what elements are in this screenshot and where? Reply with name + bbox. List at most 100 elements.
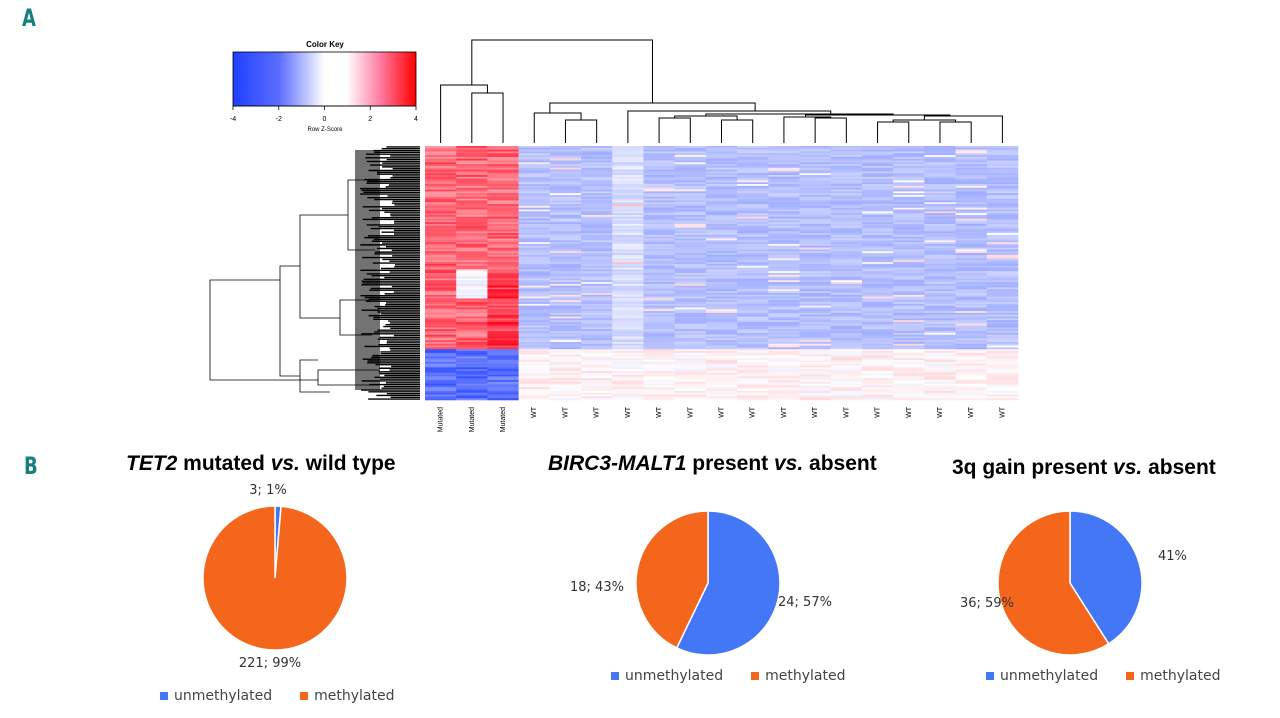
heatmap-cell [643,256,675,259]
heatmap-cell [674,273,707,276]
heatmap-cell [643,194,675,198]
heatmap-cell [581,245,613,248]
heatmap-cell [705,224,738,227]
heatmap-cell [674,225,707,228]
heatmap-cell [674,162,707,165]
heatmap-cell [768,262,800,265]
heatmap-cell [955,276,988,279]
heatmap-cell [456,151,488,154]
heatmap-cell [612,294,644,297]
heatmap-cell [830,196,863,199]
heatmap-cell [986,229,1019,232]
heatmap-cell [518,214,551,218]
heatmap-cell [612,162,644,165]
heatmap-cell [518,323,551,326]
heatmap-cell [924,383,956,386]
heatmap-cell [768,340,800,343]
heatmap-cell [955,316,988,319]
heatmap-cell [612,361,644,365]
heatmap-cell [955,327,988,330]
heatmap-cell [924,253,956,256]
heatmap-cell [456,311,488,314]
heatmap-cell [643,294,675,297]
heatmap-cell [487,238,519,241]
heatmap-cell [549,387,582,390]
heatmap-cell [643,329,675,332]
heatmap-cell [893,381,925,384]
heatmap-cell [487,273,519,276]
heatmap-cell [643,271,675,274]
heatmap-cell [768,147,800,150]
heatmap-cell [955,216,988,219]
heatmap-cell [737,370,769,374]
heatmap-cell [612,205,644,208]
heatmap-cell [861,187,894,190]
heatmap-cell [799,162,832,165]
heatmap-cell [861,229,894,232]
heatmap-cell [924,251,956,254]
heatmap-cell [705,156,738,159]
heatmap-cell [612,320,644,323]
heatmap-cell [487,231,519,234]
heatmap-cell [861,314,894,317]
heatmap-cell [643,231,675,234]
color-key-gradient [232,51,417,107]
heatmap-cell [581,334,613,337]
heatmap-cell [487,312,519,316]
heatmap-cell [893,302,925,305]
heatmap-cell [643,216,675,219]
heatmap-cell [487,340,519,343]
heatmap-cell [799,204,832,207]
heatmap-cell [581,323,613,326]
heatmap-cell [924,254,956,257]
heatmap-cell [768,283,800,286]
heatmap-cell [456,329,488,332]
heatmap-cell [924,162,956,165]
heatmap-cell [737,202,769,205]
heatmap-cell [705,352,738,355]
heatmap-cell [549,392,582,395]
heatmap-cell [456,234,488,238]
heatmap-cell [861,365,894,368]
heatmap-cell [768,164,800,167]
heatmap-cell [986,189,1019,192]
heatmap-cell [830,325,863,328]
heatmap-cell [612,343,644,346]
heatmap-cell [487,291,519,294]
heatmap-cell [768,341,800,345]
heatmap-cell [518,158,551,161]
heatmap-cell [643,365,675,368]
heatmap-cell [643,200,675,203]
heatmap-cell [456,269,488,272]
heatmap-cell [924,280,956,283]
heatmap-cell [861,294,894,297]
heatmap-cell [612,146,644,149]
heatmap-cell [861,216,894,219]
heatmap-cell [955,171,988,174]
heatmap-cell [955,291,988,294]
heatmap-cell [830,383,863,386]
heatmap-cell [612,196,644,199]
heatmap-cell [986,151,1019,154]
heatmap-cell [768,180,800,183]
heatmap-cell [893,243,925,247]
heatmap-cell [986,372,1019,375]
heatmap-cell [581,387,613,390]
heatmap-cell [612,291,644,294]
heatmap-cell [737,247,769,250]
heatmap-cell [955,180,988,183]
heatmap-cell [986,349,1019,352]
heatmap-cell [518,233,551,236]
heatmap-cell [705,398,738,401]
heatmap-cell [737,300,769,303]
heatmap-cell [487,336,519,339]
heatmap-cell [768,398,800,401]
heatmap-cell [955,378,988,381]
heatmap-cell [487,153,519,156]
heatmap-cell [924,374,956,377]
heatmap-cell [830,363,863,366]
heatmap-cell [737,316,769,319]
heatmap-cell [705,200,738,203]
heatmap-cell [737,285,769,288]
heatmap-cell [487,151,519,154]
